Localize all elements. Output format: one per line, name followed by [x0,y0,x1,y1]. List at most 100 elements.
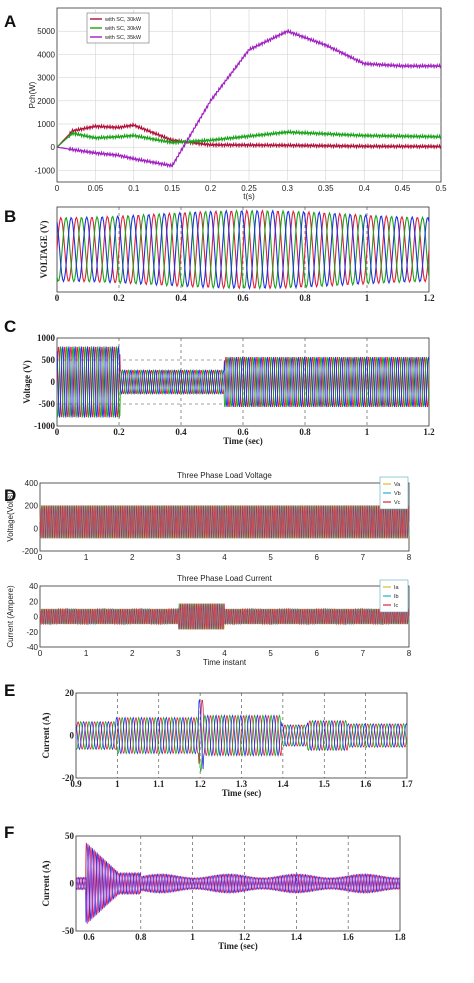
panel-d-voltage-xtick-label: 2 [130,553,135,562]
panel-d-voltage-ytick-label: 200 [25,502,39,511]
panel-f-ytick-label: 0 [70,879,75,889]
panel-e-ytick-label: -20 [62,773,74,783]
panel-letter-b: B [4,207,16,226]
panel-a-series-2 [56,28,442,169]
panel-c-ytick-label: 1000 [37,333,56,343]
panel-d-current-legend-label: Ia [394,585,400,591]
panel-d-current-series-Ia [39,603,410,630]
panel-e-xtick-label: 1.3 [236,779,248,789]
panel-d-current-xtick-label: 2 [130,649,135,658]
panel-d-current-ytick-label: -40 [26,643,38,652]
panel-c-series-phase-b [56,346,430,418]
panel-a-ytick-label: 0 [51,143,56,152]
panel-e-ytick-label: 20 [65,688,75,698]
panel-b-xtick-label: 0.4 [175,293,187,303]
panel-a-legend-label: with SC, 30kW [104,26,142,32]
panel-f-xtick-label: 1.2 [239,932,251,942]
panel-e-series-phase-a [75,699,408,764]
panel-d-voltage-legend-label: Va [394,482,401,488]
panel-c-ytick-label: -1000 [34,421,55,431]
panel-a-ytick-label: 5000 [37,27,55,36]
panel-d-current-xtick-label: 0 [38,649,43,658]
panel-a-series-0 [56,121,442,150]
panel-a-ytick-label: 1000 [37,120,55,129]
panel-d-current-chart: Three Phase Load Current 0 1 2 3 4 5 6 7 8 40 20 0 -2… [6,574,412,667]
panel-c-series-phase-c [56,346,430,418]
panel-b-xtick-label: 0 [55,293,60,303]
panel-d-current-xtick-label: 4 [222,649,227,658]
panel-a-ylabel: Pch(W) [28,81,37,108]
panel-d-current-xtick-label: 3 [176,649,181,658]
panel-d-current-xtick-label: 5 [268,649,273,658]
panel-f-xtick-label: 0.8 [135,932,147,942]
panel-c-xtick-label: 0 [55,427,60,437]
panel-e-xtick-label: 1.1 [153,779,165,789]
panel-d-voltage-xtick-label: 4 [222,553,227,562]
panel-e-xtick-label: 0.9 [70,779,82,789]
panel-b-xtick-label: 0.8 [299,293,311,303]
panel-a-ytick-label: 3000 [37,74,55,83]
panel-e-xtick-label: 1 [115,779,120,789]
panel-d-voltage-series-Va [39,505,410,539]
panel-e-ylabel: Current (A) [41,712,51,758]
panel-d-current-ytick-label: -20 [26,628,38,637]
panel-b-xtick-label: 1 [365,293,370,303]
panel-a-xtick-label: 0 [55,184,60,193]
panel-d-current-ylabel: Current (Ampere) [6,585,15,648]
panel-f-xtick-label: 0.6 [83,932,95,942]
panel-a-ytick-label: 4000 [37,50,55,59]
panel-letter-f: F [4,823,14,842]
panel-a-xtick-label: 0.05 [88,184,104,193]
panel-c-series-phase-a [56,346,430,418]
panel-c-xtick-label: 0.2 [113,427,125,437]
panel-e-xtick-label: 1.2 [195,779,207,789]
panel-c-xtick-label: 0.8 [299,427,311,437]
panel-a-series-1 [56,129,442,148]
panel-e-xlabel: Time (sec) [222,788,262,798]
panel-d-voltage-xtick-label: 3 [176,553,181,562]
panel-f-xtick-label: 1.4 [291,932,303,942]
panel-letter-a: A [4,12,16,31]
panel-a-xtick-label: 0.15 [164,184,180,193]
panel-c-xlabel: Time (sec) [223,436,263,446]
panel-letter-c: C [4,317,16,336]
panel-c-xtick-label: 0.4 [175,427,187,437]
panel-b-series-phase-b [56,208,430,291]
panel-d-current-title: Three Phase Load Current [177,574,273,583]
panel-e-series-phase-b [75,714,408,772]
panel-letter-e: E [4,681,15,700]
panel-f-xlabel: Time (sec) [218,941,258,951]
panel-f-xtick-label: 1.8 [394,932,406,942]
panel-d-voltage-ytick-label: -200 [22,547,39,556]
panel-d-current-xtick-label: 7 [361,649,366,658]
panel-d-current-ytick-label: 0 [34,613,39,622]
panel-a-xtick-label: 0.4 [359,184,371,193]
panel-d-voltage-ytick-label: 400 [25,479,39,488]
panel-e-series-phase-c [75,699,408,770]
panel-f-ylabel: Current (A) [41,860,51,906]
panel-d-voltage-legend-label: Vc [394,500,401,506]
panel-b-ylabel: VOLTAGE (V) [39,220,49,278]
panel-f-series-phase-c [75,845,401,924]
panel-d-voltage-legend-label: Vb [394,491,401,497]
panel-c-xtick-label: 1 [365,427,370,437]
panel-d-voltage-xtick-label: 0 [38,553,43,562]
panel-b-series-phase-a [56,208,430,290]
panel-e-xtick-label: 1.6 [360,779,372,789]
panel-d-current-xtick-label: 1 [84,649,89,658]
panel-b-series-phase-c [56,209,430,291]
panel-b-xtick-label: 0.2 [113,293,125,303]
panel-a-legend-label: with SC, 35kW [104,35,142,41]
panel-letter-d: D [4,486,16,505]
panel-c-ytick-label: -500 [39,399,56,409]
panel-d-current-xtick-label: 8 [407,649,412,658]
panel-d-current-ytick-label: 20 [29,597,38,606]
panel-a-ytick-label: 2000 [37,97,55,106]
panel-f-xtick-label: 1 [190,932,195,942]
panel-d-voltage-xtick-label: 5 [268,553,273,562]
panel-c-ytick-label: 500 [42,355,56,365]
panel-f-ytick-label: -50 [62,926,74,936]
panel-a-legend-label: with SC, 30kW [104,17,142,23]
panel-e-xtick-label: 1.5 [319,779,331,789]
panel-a-xtick-label: 0.25 [241,184,257,193]
